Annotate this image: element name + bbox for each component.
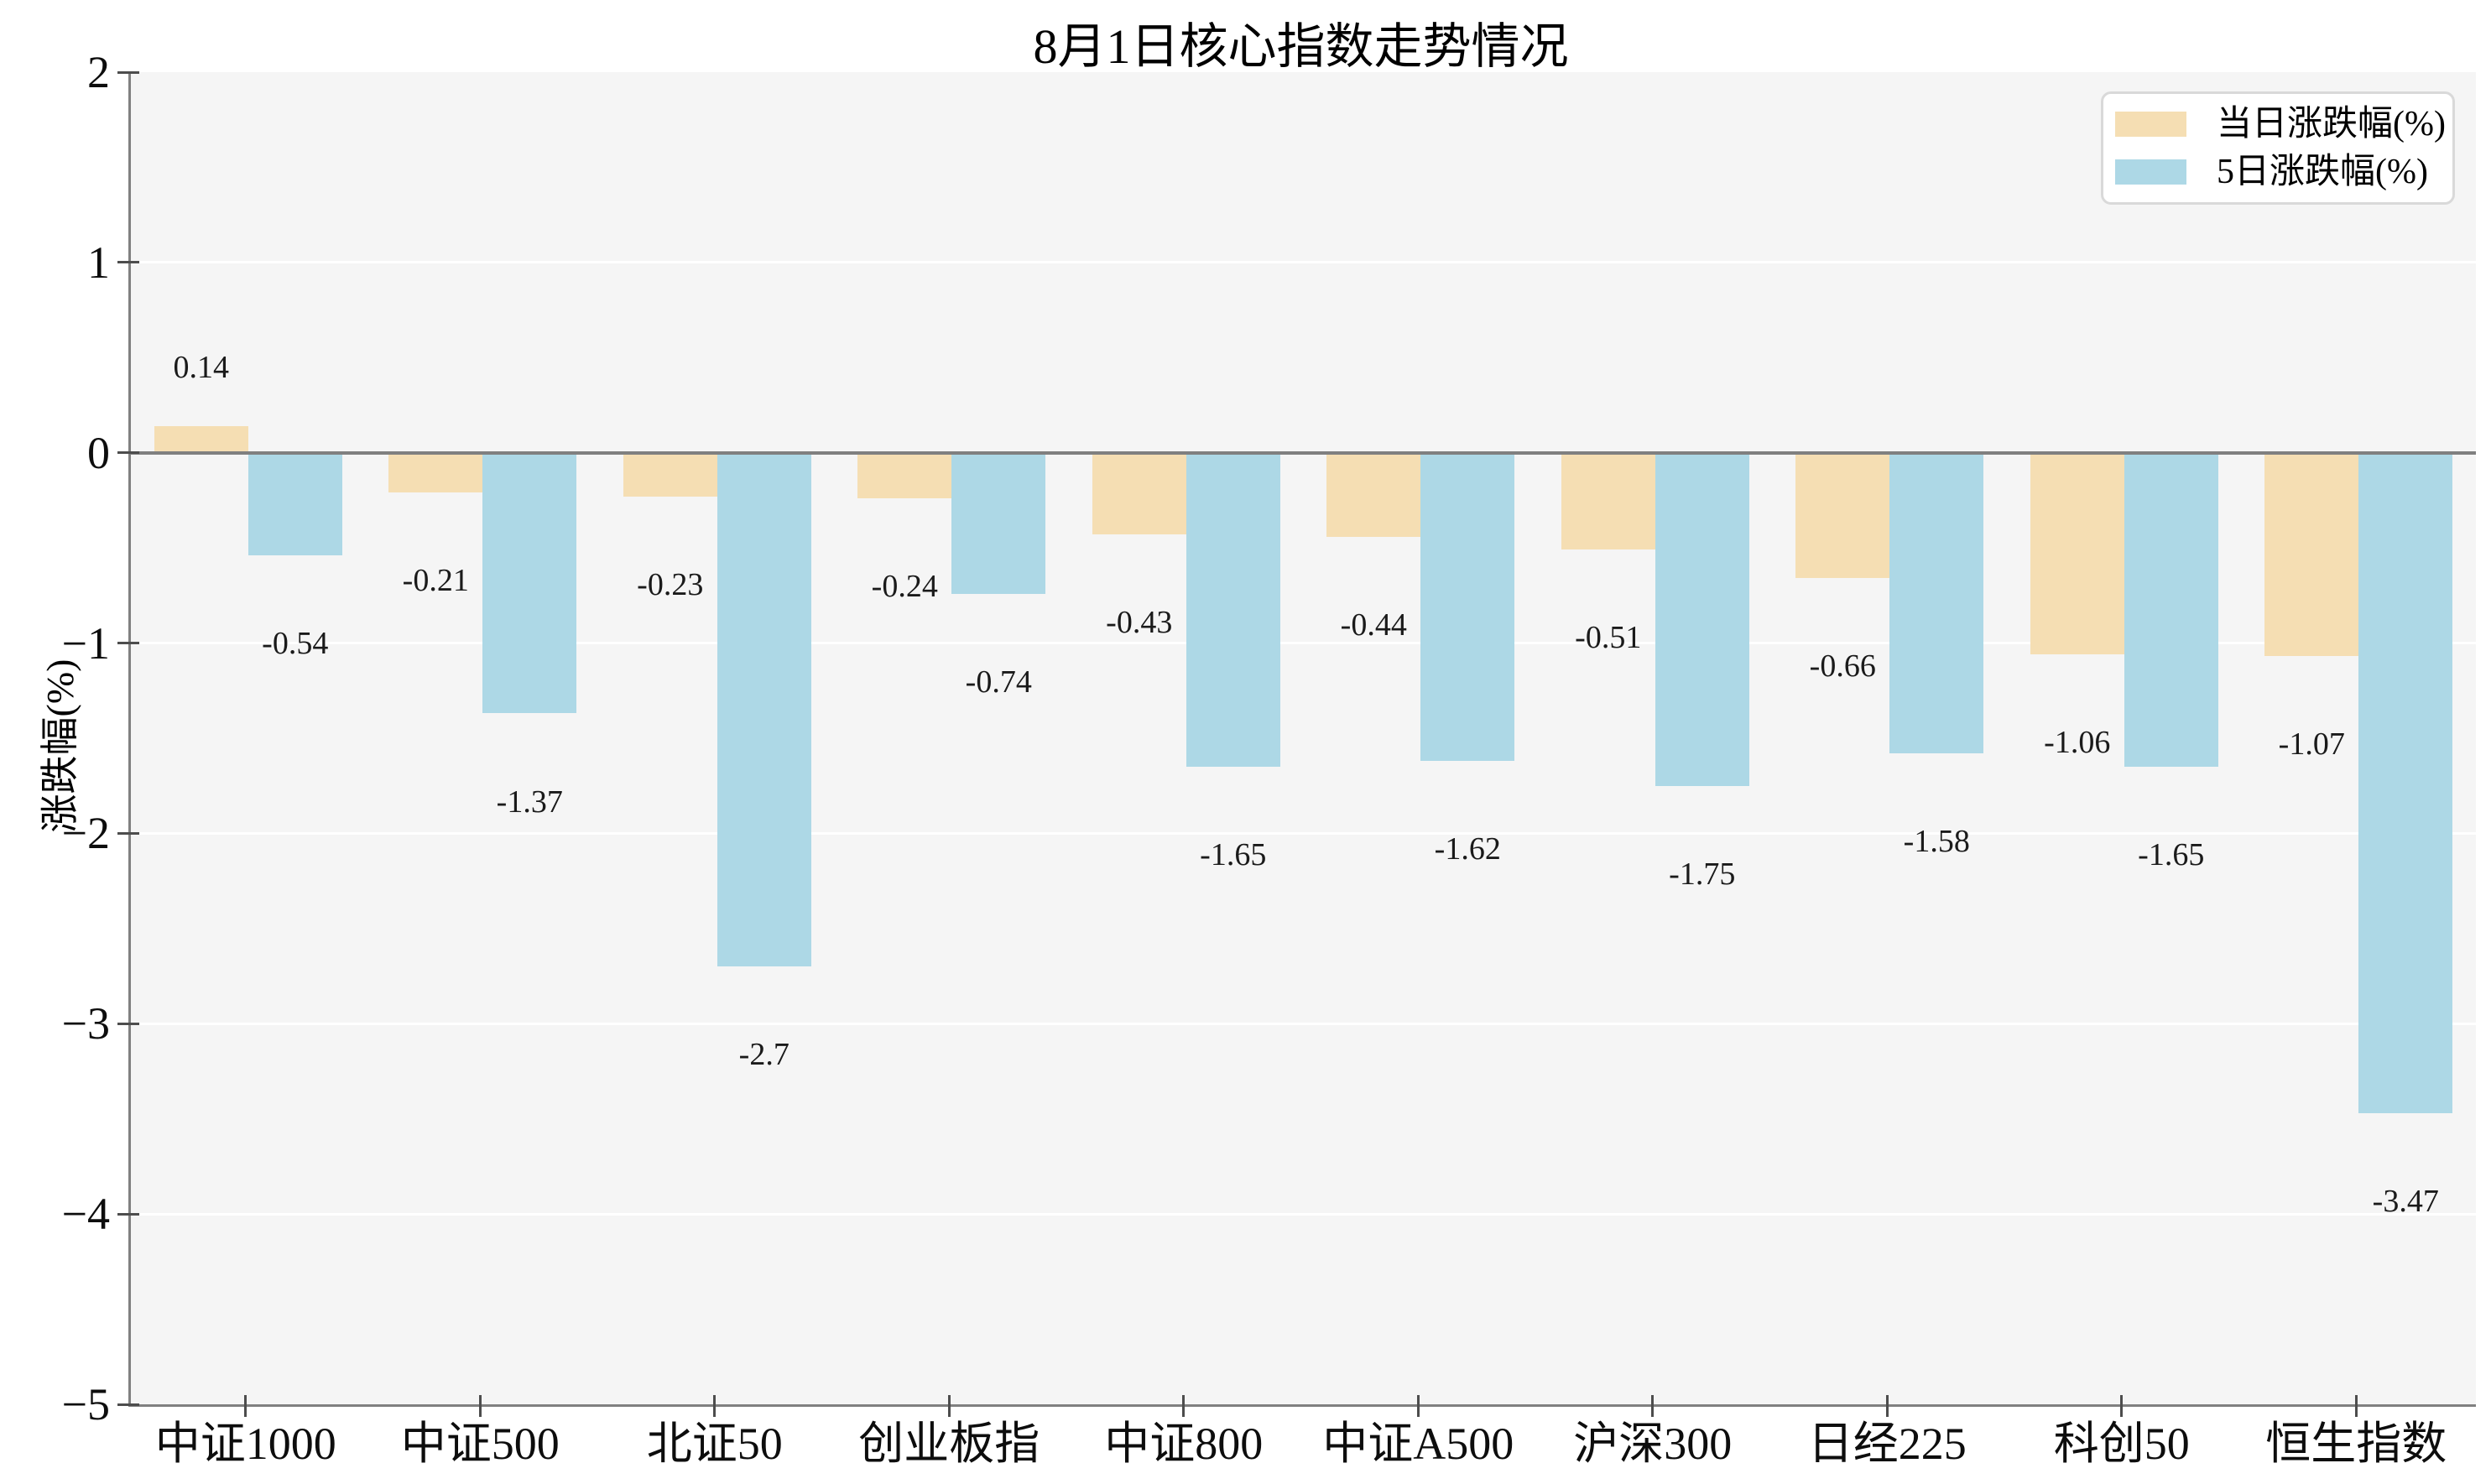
bar-5日涨跌幅(%)-创业板指 bbox=[951, 452, 1046, 594]
bar-当日涨跌幅(%)-中证A500 bbox=[1326, 452, 1421, 537]
value-label-当日涨跌幅(%)-沪深300: -0.51 bbox=[1575, 620, 1642, 656]
x-tick-label-中证800: 中证800 bbox=[1104, 1419, 1264, 1469]
gridline-y-3 bbox=[131, 1022, 2476, 1025]
bar-当日涨跌幅(%)-恒生指数 bbox=[2264, 452, 2359, 657]
bar-当日涨跌幅(%)-沪深300 bbox=[1561, 452, 1655, 550]
y-tick-label--4: −4 bbox=[61, 1189, 110, 1240]
legend-item-1: 5日涨跌幅(%) bbox=[2103, 154, 2452, 190]
value-label-5日涨跌幅(%)-创业板指: -0.74 bbox=[965, 664, 1032, 700]
plot-area: 0.14 -0.21 -0.23 -0.24 -0.43 -0.44 -0.51 -0.66 -… bbox=[128, 72, 2476, 1407]
value-label-5日涨跌幅(%)-日经225: -1.58 bbox=[1903, 824, 1970, 860]
bar-当日涨跌幅(%)-创业板指 bbox=[857, 452, 952, 499]
bar-当日涨跌幅(%)-日经225 bbox=[1795, 452, 1890, 579]
y-tick-label-1: 1 bbox=[87, 237, 110, 288]
y-tick-mark-2 bbox=[117, 70, 139, 74]
x-tick-label-科创50: 科创50 bbox=[2053, 1419, 2190, 1469]
bar-5日涨跌幅(%)-沪深300 bbox=[1655, 452, 1749, 786]
y-tick-label--2: −2 bbox=[61, 808, 110, 859]
value-label-当日涨跌幅(%)-中证800: -0.43 bbox=[1106, 605, 1173, 641]
x-tick-label-恒生指数: 恒生指数 bbox=[2265, 1419, 2447, 1469]
y-tick-mark--3 bbox=[117, 1022, 139, 1025]
y-tick-mark--5 bbox=[117, 1403, 139, 1406]
y-tick-label--3: −3 bbox=[61, 998, 110, 1049]
legend-label-1: 5日涨跌幅(%) bbox=[2217, 153, 2428, 192]
value-label-5日涨跌幅(%)-中证A500: -1.62 bbox=[1434, 831, 1501, 867]
bar-5日涨跌幅(%)-日经225 bbox=[1889, 452, 1984, 754]
x-tick-mark-中证800 bbox=[1182, 1395, 1186, 1417]
y-tick-mark-0 bbox=[117, 451, 139, 455]
bar-5日涨跌幅(%)-科创50 bbox=[2124, 452, 2218, 768]
value-label-5日涨跌幅(%)-恒生指数: -3.47 bbox=[2372, 1183, 2439, 1219]
y-tick-label--5: −5 bbox=[61, 1379, 110, 1429]
x-tick-mark-恒生指数 bbox=[2354, 1395, 2358, 1417]
value-label-当日涨跌幅(%)-北证50: -0.23 bbox=[637, 566, 704, 602]
bar-当日涨跌幅(%)-北证50 bbox=[623, 452, 717, 497]
x-tick-label-北证50: 北证50 bbox=[646, 1419, 783, 1469]
value-label-当日涨跌幅(%)-中证500: -0.21 bbox=[402, 563, 469, 599]
gridline-y1 bbox=[131, 261, 2476, 264]
x-tick-label-创业板指: 创业板指 bbox=[858, 1419, 1040, 1469]
x-tick-label-沪深300: 沪深300 bbox=[1573, 1419, 1733, 1469]
value-label-当日涨跌幅(%)-中证1000: 0.14 bbox=[173, 349, 230, 385]
x-tick-mark-中证1000 bbox=[244, 1395, 248, 1417]
legend: 当日涨跌幅(%) 5日涨跌幅(%) bbox=[2101, 91, 2455, 205]
x-tick-mark-创业板指 bbox=[947, 1395, 951, 1417]
x-tick-mark-沪深300 bbox=[1651, 1395, 1655, 1417]
bar-当日涨跌幅(%)-中证800 bbox=[1092, 452, 1186, 535]
y-tick-label-2: 2 bbox=[87, 47, 110, 97]
bar-5日涨跌幅(%)-中证500 bbox=[482, 452, 577, 714]
value-label-5日涨跌幅(%)-中证500: -1.37 bbox=[496, 784, 563, 820]
value-label-当日涨跌幅(%)-创业板指: -0.24 bbox=[871, 569, 938, 605]
x-tick-label-中证500: 中证500 bbox=[400, 1419, 560, 1469]
x-tick-mark-日经225 bbox=[1885, 1395, 1889, 1417]
value-label-当日涨跌幅(%)-中证A500: -0.44 bbox=[1340, 607, 1407, 643]
x-tick-label-中证A500: 中证A500 bbox=[1322, 1419, 1514, 1469]
y-tick-mark--2 bbox=[117, 831, 139, 835]
zero-line bbox=[131, 450, 2476, 455]
legend-label-0: 当日涨跌幅(%) bbox=[2217, 104, 2446, 143]
bar-当日涨跌幅(%)-中证500 bbox=[388, 452, 483, 493]
bar-5日涨跌幅(%)-中证1000 bbox=[248, 452, 342, 556]
bar-当日涨跌幅(%)-中证1000 bbox=[154, 425, 248, 453]
legend-item-0: 当日涨跌幅(%) bbox=[2103, 106, 2452, 143]
value-label-5日涨跌幅(%)-中证800: -1.65 bbox=[1200, 837, 1267, 873]
value-label-当日涨跌幅(%)-恒生指数: -1.07 bbox=[2278, 726, 2345, 763]
value-label-当日涨跌幅(%)-日经225: -0.66 bbox=[1809, 648, 1876, 685]
value-label-当日涨跌幅(%)-科创50: -1.06 bbox=[2044, 725, 2111, 761]
y-tick-label-0: 0 bbox=[87, 427, 110, 478]
legend-swatch-1 bbox=[2115, 159, 2186, 185]
bar-5日涨跌幅(%)-恒生指数 bbox=[2358, 452, 2453, 1113]
legend-swatch-0 bbox=[2115, 111, 2186, 137]
y-tick-mark--1 bbox=[117, 642, 139, 645]
x-tick-label-日经225: 日经225 bbox=[1807, 1419, 1967, 1469]
y-tick-mark--4 bbox=[117, 1212, 139, 1216]
bar-当日涨跌幅(%)-科创50 bbox=[2030, 452, 2124, 655]
gridline-y-2 bbox=[131, 831, 2476, 835]
x-tick-mark-科创50 bbox=[2120, 1395, 2124, 1417]
value-label-5日涨跌幅(%)-科创50: -1.65 bbox=[2138, 837, 2205, 873]
y-tick-mark-1 bbox=[117, 261, 139, 264]
x-tick-mark-中证A500 bbox=[1416, 1395, 1420, 1417]
x-tick-label-中证1000: 中证1000 bbox=[154, 1419, 336, 1469]
bar-5日涨跌幅(%)-中证800 bbox=[1186, 452, 1280, 768]
value-label-5日涨跌幅(%)-北证50: -2.7 bbox=[738, 1037, 790, 1073]
gridline-y-4 bbox=[131, 1212, 2476, 1216]
y-tick-label--1: −1 bbox=[61, 617, 110, 669]
bar-5日涨跌幅(%)-北证50 bbox=[717, 452, 811, 967]
bar-5日涨跌幅(%)-中证A500 bbox=[1420, 452, 1515, 762]
value-label-5日涨跌幅(%)-中证1000: -0.54 bbox=[262, 626, 329, 662]
x-tick-mark-中证500 bbox=[478, 1395, 482, 1417]
value-label-5日涨跌幅(%)-沪深300: -1.75 bbox=[1669, 856, 1736, 892]
chart-title: 8月1日核心指数走势情况 bbox=[1033, 19, 1569, 74]
gridline-y-1 bbox=[131, 642, 2476, 645]
x-tick-mark-北证50 bbox=[713, 1395, 717, 1417]
